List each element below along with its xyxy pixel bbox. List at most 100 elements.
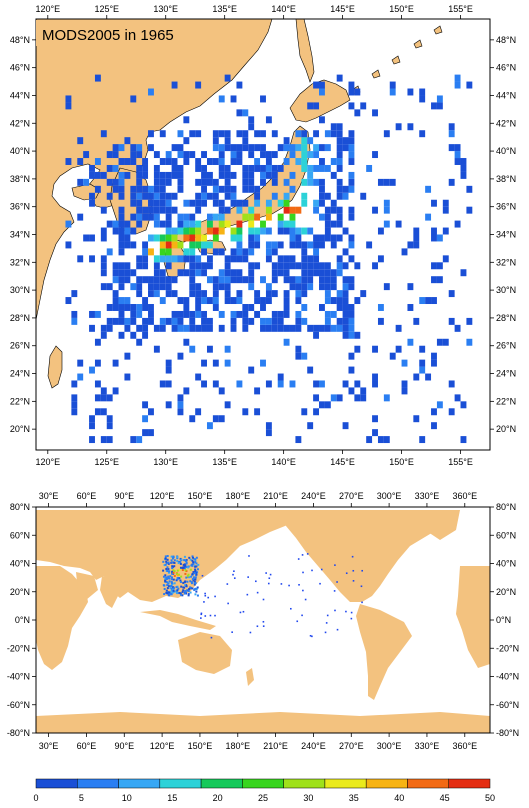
observation-cell — [330, 269, 337, 277]
observation-cell — [176, 556, 179, 559]
lon-label-bottom: 90°E — [114, 741, 134, 751]
observation-cell — [295, 262, 302, 270]
observation-cell — [330, 297, 337, 305]
observation-cell — [230, 324, 237, 332]
observation-cell — [289, 234, 296, 242]
observation-cell — [313, 144, 320, 152]
observation-cell — [304, 598, 307, 601]
observation-cell — [383, 436, 390, 444]
observation-cell — [136, 151, 143, 159]
observation-cell — [218, 151, 225, 159]
observation-cell — [165, 192, 172, 200]
observation-cell — [436, 276, 443, 284]
observation-cell — [260, 227, 266, 235]
observation-cell — [100, 387, 107, 395]
observation-cell — [283, 227, 290, 235]
observation-cell — [171, 561, 174, 564]
observation-cell — [142, 415, 149, 423]
observation-cell — [159, 241, 166, 249]
observation-cell — [271, 276, 278, 284]
observation-cell — [242, 324, 249, 332]
observation-cell — [431, 234, 437, 242]
observation-cell — [301, 554, 304, 556]
observation-cell — [171, 290, 178, 298]
observation-cell — [277, 310, 284, 318]
observation-cell — [177, 297, 184, 305]
observation-cell — [319, 234, 325, 242]
observation-cell — [260, 144, 266, 152]
observation-cell — [401, 359, 408, 367]
observation-cell — [65, 220, 72, 228]
observation-cell — [177, 171, 184, 179]
observation-cell — [124, 297, 131, 305]
observation-cell — [89, 324, 95, 332]
observation-cell — [170, 561, 173, 564]
observation-cell — [330, 130, 337, 138]
observation-cell — [177, 220, 184, 228]
observation-cell — [175, 579, 178, 582]
observation-cell — [136, 338, 143, 346]
observation-cell — [167, 562, 170, 565]
observation-cell — [233, 577, 236, 579]
observation-cell — [232, 573, 234, 576]
observation-cell — [112, 151, 119, 159]
observation-cell — [173, 565, 176, 568]
observation-cell — [136, 192, 143, 200]
observation-cell — [212, 192, 219, 200]
observation-cell — [189, 276, 196, 284]
observation-cell — [324, 164, 331, 172]
observation-cell — [159, 234, 166, 242]
observation-cell — [248, 555, 250, 557]
observation-cell — [165, 213, 172, 221]
observation-cell — [183, 227, 190, 235]
observation-cell — [254, 290, 261, 298]
observation-cell — [307, 366, 314, 374]
observation-cell — [224, 178, 231, 186]
observation-cell — [277, 373, 284, 381]
observation-cell — [431, 422, 437, 430]
observation-cell — [148, 213, 154, 221]
lat-label-left: -40°N — [7, 672, 30, 682]
observation-cell — [165, 290, 172, 298]
observation-cell — [242, 310, 249, 318]
observation-cell — [352, 580, 355, 582]
observation-cell — [163, 593, 166, 596]
observation-cell — [431, 359, 437, 367]
observation-cell — [289, 380, 296, 388]
observation-cell — [313, 130, 320, 138]
observation-cell — [192, 556, 195, 559]
observation-cell — [265, 151, 272, 159]
observation-cell — [100, 234, 107, 242]
observation-cell — [431, 352, 437, 360]
observation-cell — [195, 304, 202, 311]
observation-cell — [336, 74, 343, 82]
observation-cell — [330, 324, 337, 332]
observation-cell — [177, 164, 184, 172]
observation-cell — [124, 234, 131, 242]
africa-east — [456, 566, 490, 668]
observation-cell — [249, 631, 252, 634]
observation-cell — [189, 199, 196, 207]
observation-cell — [224, 74, 231, 82]
observation-cell — [183, 234, 190, 242]
observation-cell — [289, 262, 296, 270]
observation-cell — [242, 185, 249, 193]
observation-cell — [195, 178, 202, 186]
observation-cell — [301, 614, 303, 617]
observation-cell — [283, 144, 290, 152]
observation-cell — [196, 571, 199, 574]
observation-cell — [466, 338, 473, 346]
observation-cell — [189, 220, 196, 228]
observation-cell — [171, 591, 174, 594]
observation-cell — [372, 380, 378, 388]
observation-cell — [94, 408, 101, 416]
observation-cell — [407, 241, 414, 249]
observation-cell — [159, 297, 166, 305]
observation-cell — [307, 241, 314, 249]
observation-cell — [193, 580, 196, 583]
bottom-map: 30°E 30°E 60°E 60°E 90°E 90°E 120°E 120°E 150°E 1… — [7, 491, 519, 751]
observation-cell — [177, 352, 184, 360]
observation-cell — [283, 338, 290, 346]
observation-cell — [224, 297, 231, 305]
